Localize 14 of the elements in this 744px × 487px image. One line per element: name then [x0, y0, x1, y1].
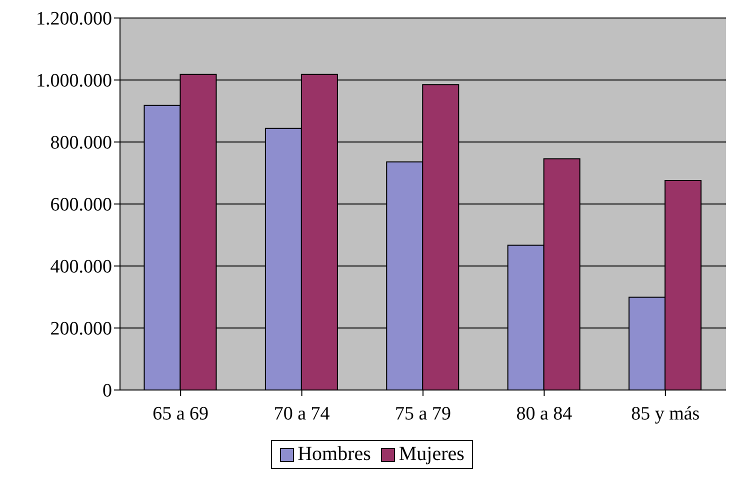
- x-tick-label: 70 a 74: [274, 403, 330, 424]
- x-tick-label: 65 a 69: [152, 403, 209, 424]
- y-tick-label: 1.000.000: [36, 70, 112, 92]
- x-tick-label: 85 y más: [631, 403, 700, 424]
- y-tick-label: 1.200.000: [36, 8, 112, 30]
- y-tick-label: 400.000: [50, 256, 112, 278]
- legend-label: Hombres: [296, 443, 371, 466]
- x-tick-label: 75 a 79: [395, 403, 451, 424]
- y-tick-label: 800.000: [50, 132, 112, 154]
- legend-label: Mujeres: [398, 443, 464, 466]
- y-tick-label: 0: [102, 380, 112, 402]
- y-tick-label: 600.000: [50, 194, 112, 216]
- y-tick-label: 200.000: [50, 318, 112, 340]
- x-tick-label: 80 a 84: [516, 403, 573, 424]
